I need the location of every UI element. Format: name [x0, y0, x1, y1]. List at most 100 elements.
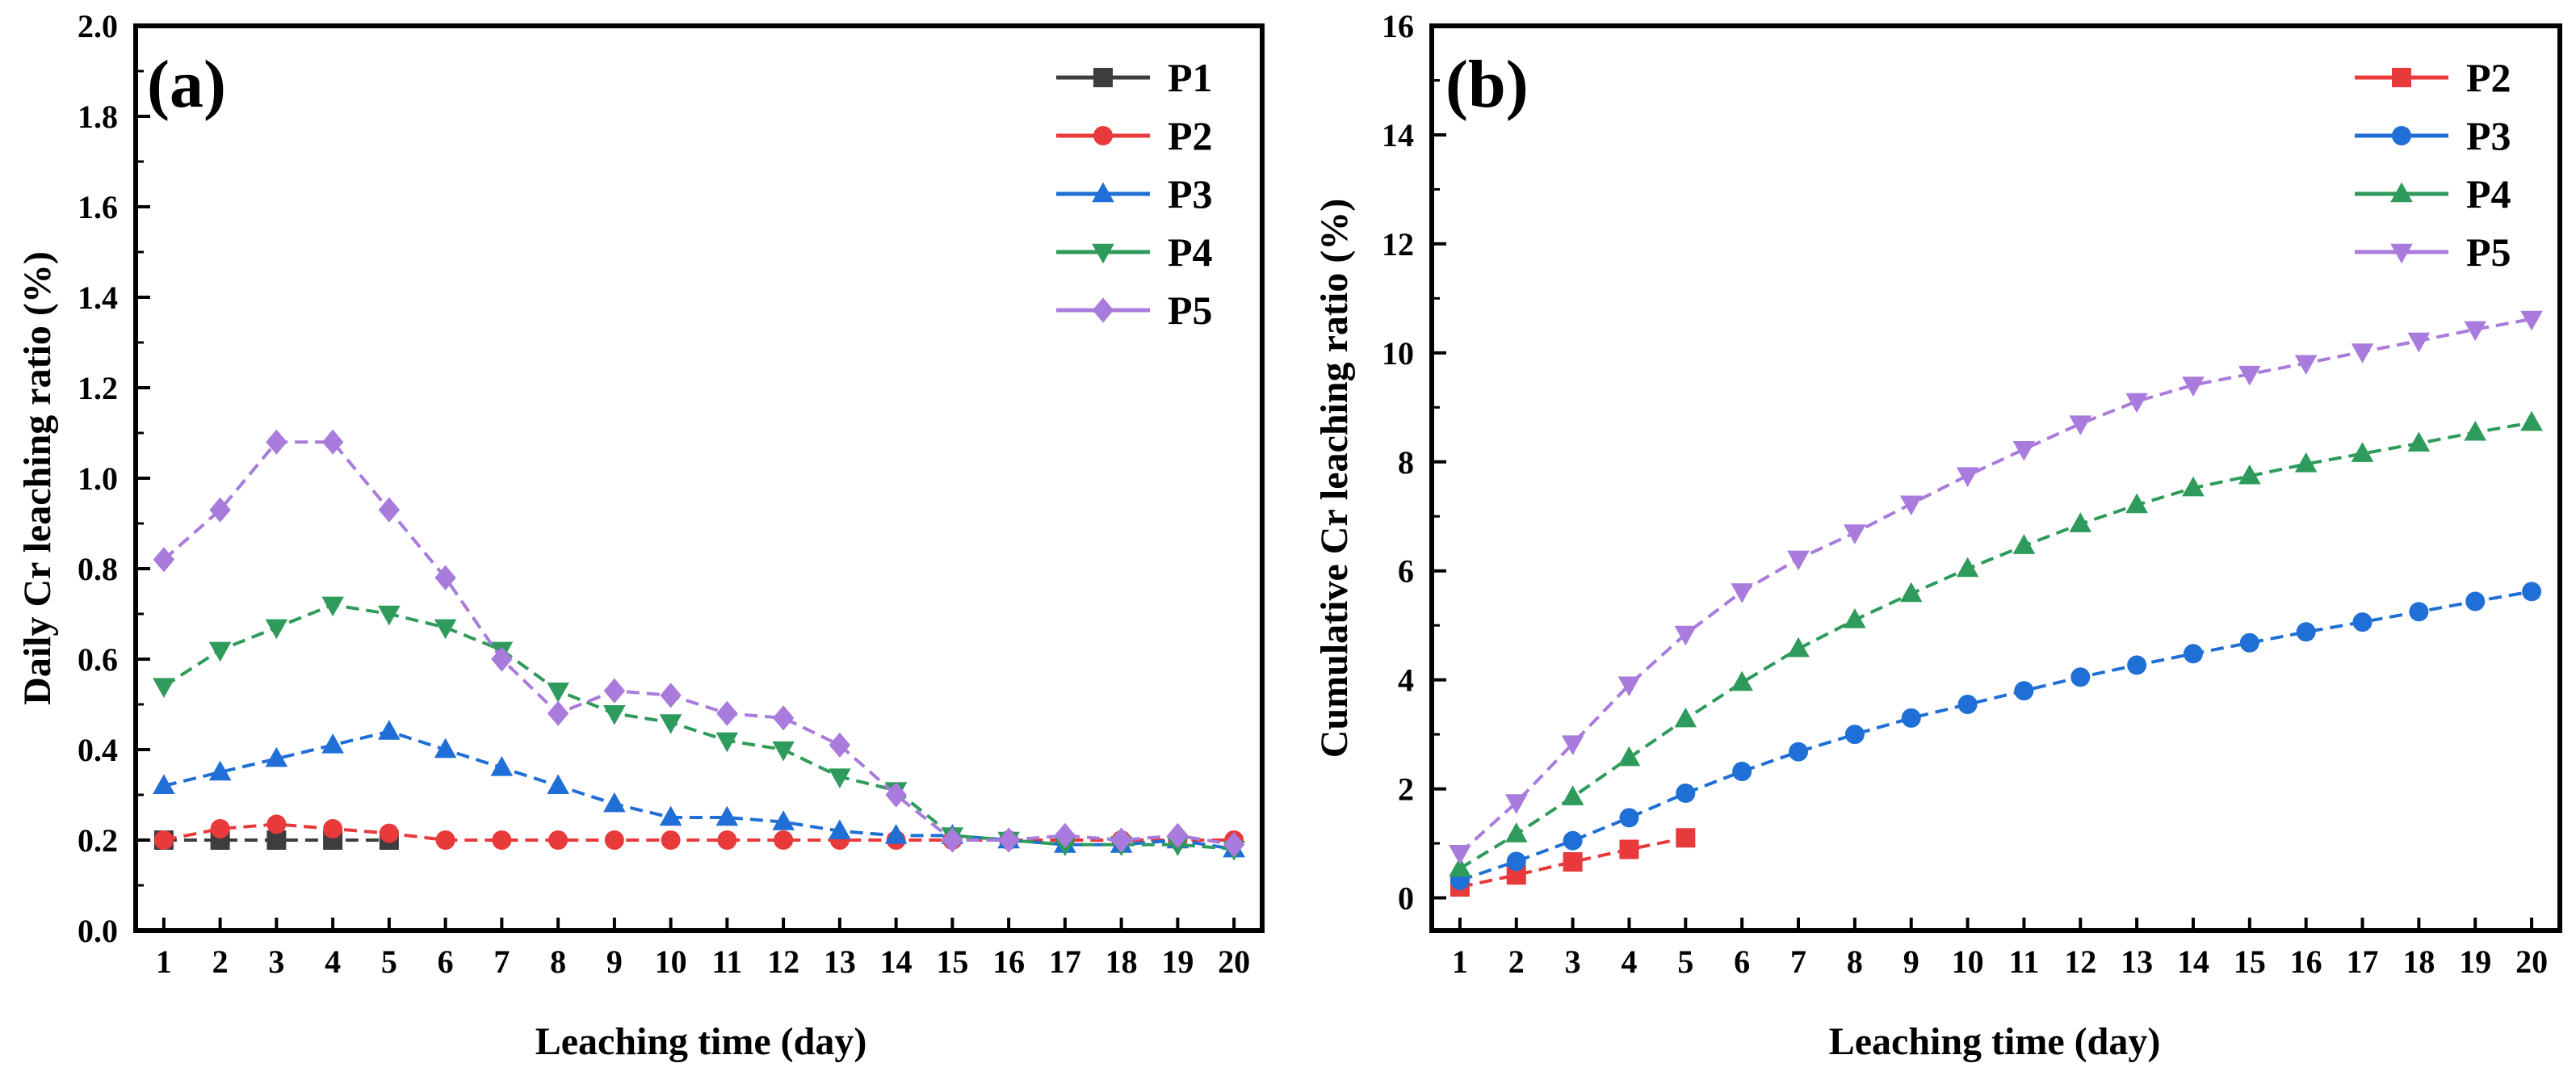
panel-a: (a) 1 2 3 4 5 6 7 8 9 10 11 12 13 14 15 16 17 18 19 200.00.… [16, 8, 1265, 1063]
x-tick-label: 2 [1508, 943, 1525, 980]
data-point [2464, 420, 2487, 441]
y-tick-label: 2.0 [78, 8, 118, 44]
legend-item-p5: P5 [2355, 229, 2511, 275]
data-point [2183, 644, 2203, 664]
legend-marker [1092, 243, 1114, 264]
data-point [1956, 557, 1979, 578]
data-point [1504, 794, 1528, 814]
legend-label: P3 [1168, 171, 1213, 216]
y-tick-label: 0.0 [78, 913, 118, 949]
data-point [659, 714, 682, 734]
x-tick-label: 11 [2009, 943, 2040, 980]
series-p3 [1450, 582, 2542, 890]
data-point [2238, 464, 2261, 485]
legend-marker [2392, 68, 2411, 87]
y-tick-label: 0.4 [78, 732, 118, 768]
data-point [1619, 839, 1639, 859]
data-point [2407, 332, 2431, 353]
x-tick-label: 3 [268, 943, 284, 980]
x-tick-label: 16 [992, 943, 1025, 980]
data-point [659, 805, 682, 826]
y-tick-label: 2 [1398, 771, 1414, 808]
data-point [1676, 828, 1696, 848]
data-point [997, 827, 1020, 853]
legend-label: P4 [2466, 171, 2511, 216]
data-point [603, 678, 626, 704]
series-p5 [1449, 310, 2543, 865]
data-point [603, 705, 626, 725]
y-tick-label: 1.0 [78, 460, 118, 497]
data-point [266, 429, 287, 455]
data-point [1506, 851, 1526, 872]
panel-a-series [153, 429, 1245, 861]
x-tick-label: 13 [824, 943, 856, 980]
data-point [209, 497, 231, 523]
x-tick-label: 5 [1677, 943, 1693, 980]
data-point [1844, 524, 1866, 544]
data-point [2012, 441, 2036, 461]
legend-marker [1093, 126, 1113, 145]
panel-a-frame [133, 23, 1265, 933]
data-point [2352, 612, 2373, 632]
panel-b-legend: P2 P3 P4 P5 [2355, 55, 2511, 275]
data-point [1506, 865, 1526, 885]
data-point [660, 683, 682, 708]
data-point [604, 830, 624, 850]
series-p5 [153, 429, 1245, 858]
data-point [492, 830, 512, 850]
data-point [378, 605, 401, 626]
series-p4 [1449, 410, 2543, 877]
data-point [548, 830, 568, 850]
data-point [2125, 393, 2148, 414]
data-point [547, 683, 569, 703]
data-point [715, 732, 739, 753]
data-point [210, 819, 230, 838]
y-tick-label: 14 [1382, 117, 1414, 153]
data-point [1731, 583, 1753, 603]
data-point [661, 830, 681, 850]
data-point [2127, 655, 2147, 675]
y-tick-label: 4 [1398, 662, 1414, 699]
data-point [2182, 476, 2205, 497]
x-tick-label: 14 [880, 943, 913, 980]
data-point [715, 805, 739, 826]
data-point [603, 792, 626, 813]
legend-marker [2390, 243, 2413, 264]
data-point [1957, 695, 1978, 715]
y-tick-label: 1.4 [78, 279, 118, 316]
data-point [153, 678, 175, 698]
data-point [1561, 785, 1584, 805]
data-point [2012, 534, 2036, 554]
panel-b-frame [1429, 23, 2562, 933]
data-point [2070, 667, 2091, 687]
panel-b-ticks: 1 2 3 4 5 6 7 8 9 10 11 12 13 14 15 16 17 18 19 20024681012… [1382, 8, 2548, 980]
legend-marker [1092, 297, 1114, 323]
x-tick-label: 3 [1565, 943, 1581, 980]
data-point [208, 641, 232, 662]
data-point [716, 700, 738, 726]
data-point [2407, 431, 2431, 452]
panel-b-letter: (b) [1445, 47, 1529, 122]
data-point [547, 700, 569, 726]
y-tick-label: 10 [1382, 335, 1414, 372]
data-point [884, 824, 908, 844]
x-tick-label: 15 [936, 943, 968, 980]
data-point [490, 756, 514, 776]
data-point [829, 819, 851, 839]
data-point [1449, 856, 1471, 877]
data-point [2294, 355, 2318, 376]
x-tick-label: 18 [2402, 943, 2435, 980]
x-tick-label: 10 [1952, 943, 1984, 980]
legend-item-p3: P3 [2355, 113, 2511, 158]
data-point [1844, 608, 1866, 628]
data-point [2520, 310, 2543, 331]
x-tick-label: 8 [550, 943, 566, 980]
y-tick-label: 0.2 [78, 822, 118, 859]
data-point [378, 720, 401, 740]
y-tick-label: 8 [1398, 444, 1414, 481]
data-point [2522, 582, 2542, 602]
legend-item-p3: P3 [1056, 171, 1213, 216]
data-point [2182, 376, 2205, 397]
x-tick-label: 19 [1161, 943, 1194, 980]
data-point [153, 830, 174, 850]
